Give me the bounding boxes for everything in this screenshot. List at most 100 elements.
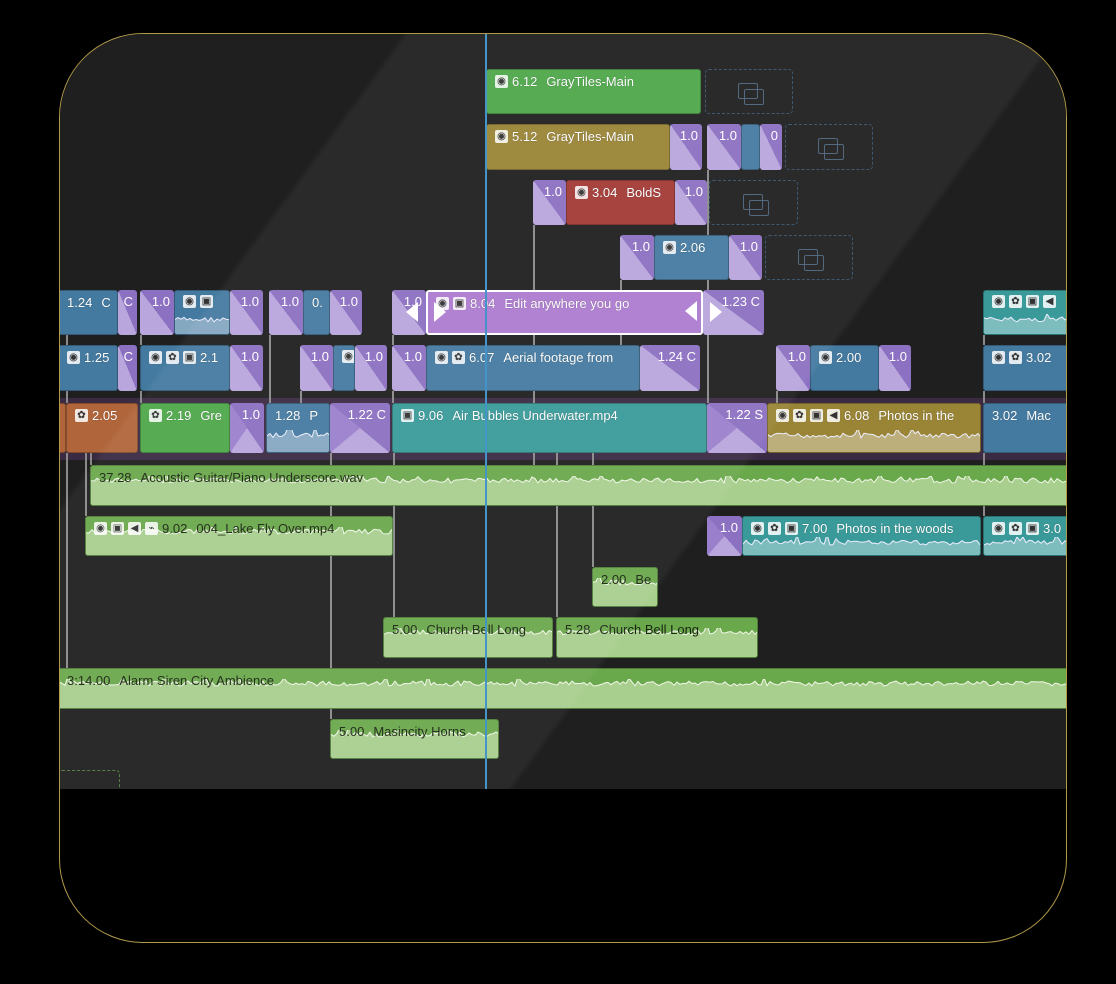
video-clip[interactable]: ◉ 1.25 xyxy=(60,345,118,391)
effects-icon: ◉ xyxy=(575,186,588,199)
transition-duration: 1.24 C xyxy=(657,349,696,364)
video-clip[interactable]: ✿ 2.05 xyxy=(66,403,138,453)
transition-duration: 1.0 xyxy=(364,349,383,364)
video-clip[interactable] xyxy=(741,124,760,170)
trim-right-arrow-icon[interactable] xyxy=(710,302,722,322)
image-icon: ▣ xyxy=(453,297,466,310)
transition[interactable]: 1.0 xyxy=(230,345,263,391)
clip-duration: 3.0 xyxy=(1043,521,1062,536)
empty-clip-placeholder[interactable] xyxy=(705,69,793,114)
video-clip[interactable]: ◉ ✿ ▣ ◀ 6.08 Photos in the xyxy=(767,403,981,453)
timeline[interactable]: ◉ 6.12 GrayTiles-Main ◉ 5.12 GrayTiles-Main 1.… xyxy=(60,34,1066,789)
video-clip[interactable]: ▣ 9.06 Air Bubbles Underwater.mp4 xyxy=(392,403,707,453)
transition[interactable]: 0 xyxy=(760,124,782,170)
audio-clip[interactable]: 3:14.00 Alarm Siren City Ambience xyxy=(60,668,1066,709)
video-clip[interactable]: ◉ ▣ xyxy=(174,290,230,335)
transition[interactable]: C xyxy=(118,345,137,391)
transition[interactable]: 1.0 xyxy=(230,290,263,335)
transition[interactable]: 1.0 xyxy=(533,180,566,225)
transition[interactable]: 1.0 xyxy=(620,235,654,280)
clip-label: ◉ ✿ ▣ 7.00 Photos in the woods xyxy=(751,521,953,536)
clip-label: 37.28 Acoustic Guitar/Piano Underscore.wa… xyxy=(99,470,363,485)
video-clip[interactable]: 3.02 Mac xyxy=(983,403,1066,453)
transition-duration: 1.0 xyxy=(240,349,259,364)
clip-duration: 2.06 xyxy=(680,240,706,255)
transition[interactable]: 1.22 C xyxy=(330,403,390,453)
transition-duration: 1.0 xyxy=(739,239,758,254)
clip-label: 2.00 Be xyxy=(601,572,651,587)
connection-line xyxy=(707,170,709,290)
video-clip[interactable]: ✿ 2.19 Gre xyxy=(140,403,230,453)
clip-name: Alarm Siren City Ambience xyxy=(119,673,274,688)
transition[interactable]: 1.0 xyxy=(392,345,426,391)
clip-duration: 6.12 xyxy=(512,74,538,89)
video-clip[interactable]: ◉ ✿ 3.02 xyxy=(983,345,1066,391)
transition[interactable]: 1.24 C xyxy=(640,345,700,391)
empty-clip-placeholder[interactable] xyxy=(765,235,853,280)
clip-duration: 6.07 xyxy=(469,350,495,365)
playhead[interactable] xyxy=(485,34,487,789)
transition[interactable]: C xyxy=(118,290,137,335)
color-palette-icon: ✿ xyxy=(452,351,465,364)
clip-duration: 2.00 xyxy=(601,572,627,587)
transition[interactable]: 1.0 xyxy=(269,290,303,335)
video-clip[interactable]: ◉ ▣ 8.04 Edit anywhere you go xyxy=(426,290,703,335)
video-clip[interactable]: ◉ ✿ ▣ ◀ xyxy=(983,290,1066,335)
video-clip[interactable]: ◉ 3.04 BoldS xyxy=(566,180,675,225)
transition[interactable]: 1.0 xyxy=(707,124,741,170)
transition-duration: 1.23 C xyxy=(721,294,760,309)
video-clip[interactable] xyxy=(60,403,66,453)
clip-duration: 2.00 xyxy=(836,350,862,365)
transition[interactable]: 1.0 xyxy=(707,516,742,556)
video-clip[interactable]: ◉ xyxy=(333,345,355,391)
transition[interactable]: 1.0 xyxy=(776,345,810,391)
transition[interactable]: 1.0 xyxy=(675,180,707,225)
transition[interactable]: 1.0 xyxy=(879,345,911,391)
clip-duration: 5.00 xyxy=(339,724,365,739)
empty-clip-placeholder[interactable] xyxy=(709,180,798,225)
transition[interactable]: 1.22 S xyxy=(707,403,767,453)
audio-clip[interactable]: ◉ ▣ ◀ ⌁ 9.02 004_Lake Fly Over.mp4 xyxy=(85,516,393,556)
clip-name: C xyxy=(101,295,111,310)
audio-clip[interactable]: 5.00 Masincity Horns xyxy=(330,719,499,759)
video-clip[interactable]: ◉ 6.12 GrayTiles-Main xyxy=(486,69,701,114)
video-clip[interactable]: 1.24 C xyxy=(60,290,118,335)
audio-clip[interactable]: 37.28 Acoustic Guitar/Piano Underscore.wa… xyxy=(90,465,1066,506)
video-clip[interactable]: ◉ 2.00 xyxy=(810,345,879,391)
clip-name: Photos in the xyxy=(878,408,955,423)
trim-left-arrow-icon[interactable] xyxy=(685,301,697,321)
video-clip[interactable]: 1.28 P xyxy=(266,403,330,453)
effects-icon: ◉ xyxy=(495,130,508,143)
color-palette-icon: ✿ xyxy=(768,522,781,535)
audio-clip[interactable]: 5.28 Church Bell Long xyxy=(556,617,758,658)
empty-audio-placeholder[interactable] xyxy=(60,770,120,789)
video-clip[interactable]: ◉ ✿ ▣ 7.00 Photos in the woods xyxy=(742,516,981,556)
transition[interactable]: 1.0 xyxy=(300,345,333,391)
effects-icon: ◉ xyxy=(67,351,80,364)
transition-duration: 1.0 xyxy=(679,128,698,143)
video-clip[interactable]: ◉ 5.12 GrayTiles-Main xyxy=(486,124,670,170)
clip-name: P xyxy=(309,408,318,423)
transition[interactable]: 1.0 xyxy=(729,235,762,280)
transition[interactable]: 1.0 xyxy=(230,403,264,453)
empty-clip-placeholder[interactable] xyxy=(785,124,873,170)
transition[interactable]: 1.0 xyxy=(330,290,362,335)
transition[interactable]: 1.0 xyxy=(140,290,174,335)
transition[interactable]: 1.0 xyxy=(355,345,387,391)
video-clip[interactable]: ◉ ✿ ▣ 2.1 xyxy=(140,345,230,391)
clip-label: 3.02 Mac xyxy=(992,408,1051,423)
video-clip[interactable]: ◉ 2.06 xyxy=(654,235,729,280)
effects-icon: ◉ xyxy=(183,295,196,308)
trim-right-arrow-icon[interactable] xyxy=(434,302,446,322)
transition-duration: C xyxy=(123,294,133,309)
audio-clip[interactable]: 2.00 Be xyxy=(592,567,658,607)
connection-line xyxy=(66,453,68,668)
video-clip[interactable]: ◉ ✿ ▣ 3.0 xyxy=(983,516,1066,556)
audio-clip[interactable]: 5.00 Church Bell Long xyxy=(383,617,553,658)
video-clip[interactable]: 0. xyxy=(303,290,330,335)
trim-left-arrow-icon[interactable] xyxy=(406,302,418,322)
video-clip[interactable]: ◉ ✿ 6.07 Aerial footage from xyxy=(426,345,640,391)
transition[interactable]: 1.0 xyxy=(670,124,702,170)
clip-label: 3:14.00 Alarm Siren City Ambience xyxy=(67,673,274,688)
color-palette-icon: ✿ xyxy=(166,351,179,364)
